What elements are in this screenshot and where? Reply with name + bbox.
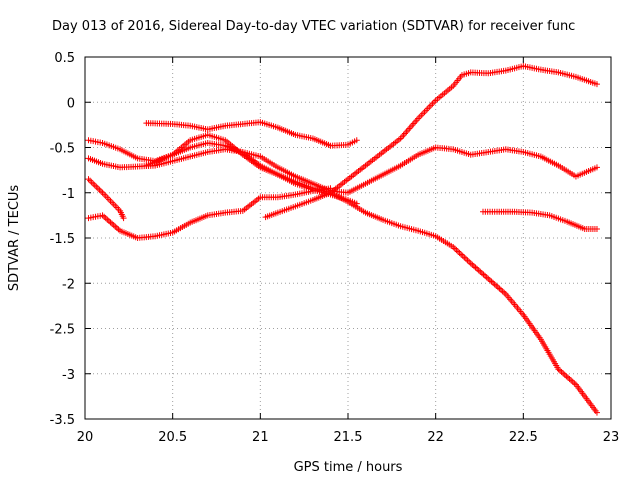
y-tick-label: 0.5 xyxy=(54,51,75,66)
x-tick-label: 22.5 xyxy=(509,430,538,445)
x-tick-label: 21 xyxy=(252,430,269,445)
y-axis-label: SDTVAR / TECUs xyxy=(7,185,22,292)
x-tick-label: 22 xyxy=(427,430,444,445)
series-track-5 xyxy=(143,119,360,149)
x-tick-label: 23 xyxy=(603,430,620,445)
x-axis-label: GPS time / hours xyxy=(294,460,403,475)
series-track-3 xyxy=(85,185,334,241)
data-point xyxy=(120,215,127,222)
data-point xyxy=(593,225,600,232)
y-tick-label: -1.5 xyxy=(50,232,75,247)
y-tick-label: -2.5 xyxy=(50,323,75,338)
y-tick-label: -0.5 xyxy=(50,142,75,157)
x-tick-label: 20 xyxy=(77,430,94,445)
y-tick-label: -1 xyxy=(62,187,75,202)
data-point xyxy=(353,200,360,207)
data-point xyxy=(593,409,600,416)
y-tick-label: -2 xyxy=(62,277,75,292)
chart-title: Day 013 of 2016, Sidereal Day-to-day VTE… xyxy=(52,19,575,34)
data-point xyxy=(593,81,600,88)
series-track-8 xyxy=(480,208,600,232)
data-marks xyxy=(85,63,600,416)
data-point xyxy=(353,137,360,144)
series-track-6 xyxy=(143,139,360,207)
y-tick-label: 0 xyxy=(67,96,75,111)
x-tick-label: 21.5 xyxy=(334,430,363,445)
axis-ticks: 20 20.5 21 21.5 22 22.5 23 0.5 0 -0.5 -1 -1.5 -2 -2.5… xyxy=(50,51,620,445)
series-track-4 xyxy=(85,176,127,222)
data-point xyxy=(593,164,600,171)
y-tick-label: -3.5 xyxy=(50,413,75,428)
y-tick-label: -3 xyxy=(62,368,75,383)
x-tick-label: 20.5 xyxy=(158,430,187,445)
series-track-7 xyxy=(262,63,600,221)
